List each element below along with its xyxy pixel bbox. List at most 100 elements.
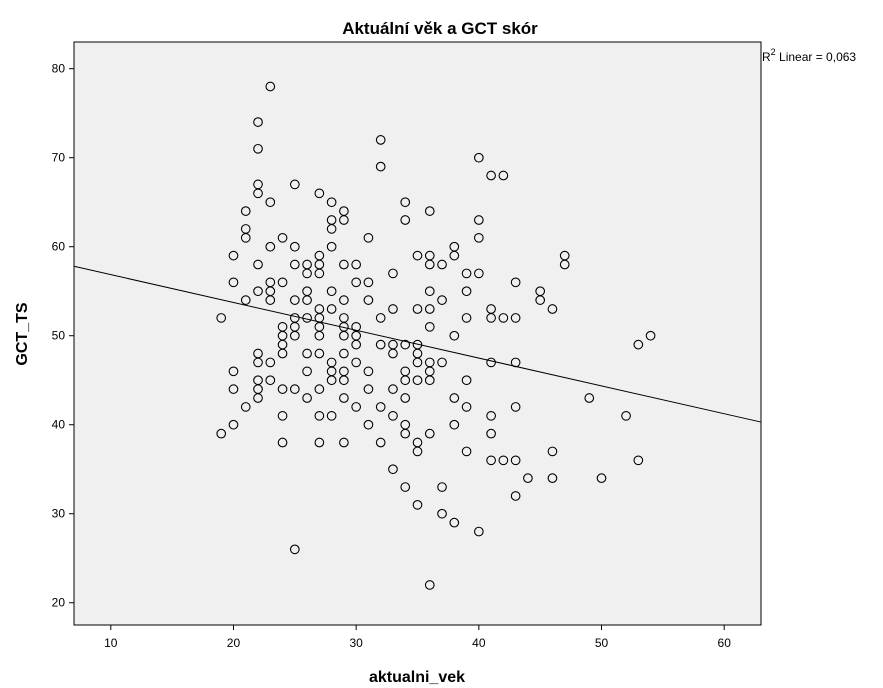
y-tick-label: 20 xyxy=(52,596,66,610)
data-point xyxy=(240,402,251,412)
data-point xyxy=(375,339,386,350)
data-point xyxy=(339,375,349,386)
data-point xyxy=(424,580,435,590)
data-point xyxy=(375,402,386,412)
data-point xyxy=(510,277,521,288)
data-point xyxy=(486,170,496,181)
y-axis: 20 30 40 50 60 70 80 xyxy=(52,62,74,610)
data-point xyxy=(314,348,325,359)
data-point xyxy=(228,384,239,394)
data-point xyxy=(339,295,349,305)
x-tick-label: 40 xyxy=(472,636,486,650)
data-point xyxy=(596,473,607,483)
data-point xyxy=(314,330,325,341)
data-point xyxy=(302,313,312,323)
data-point xyxy=(289,295,300,305)
data-point xyxy=(486,357,496,368)
x-tick-label: 20 xyxy=(227,636,241,650)
x-tick-label: 30 xyxy=(349,636,363,650)
data-point xyxy=(326,410,337,421)
points-layer xyxy=(216,81,656,590)
data-point xyxy=(633,339,644,350)
y-tick-label: 60 xyxy=(52,240,66,254)
data-point xyxy=(339,348,349,359)
y-tick-label: 30 xyxy=(52,507,66,521)
data-point xyxy=(510,402,521,412)
data-point xyxy=(400,482,411,492)
data-point xyxy=(351,402,362,412)
data-point xyxy=(351,339,362,350)
data-point xyxy=(510,455,521,466)
data-point xyxy=(314,410,325,421)
data-point xyxy=(351,259,362,270)
data-point xyxy=(240,206,251,216)
data-point xyxy=(400,375,411,386)
data-point xyxy=(424,375,435,386)
data-point xyxy=(339,259,349,270)
data-point xyxy=(314,437,325,448)
data-point xyxy=(326,241,337,252)
data-point xyxy=(253,393,263,403)
data-point xyxy=(326,286,337,297)
chart-title: Aktuální věk a GCT skór xyxy=(342,19,538,38)
data-point xyxy=(535,295,546,305)
data-point xyxy=(326,197,337,208)
data-point xyxy=(412,446,423,457)
data-point xyxy=(547,446,558,457)
data-point xyxy=(253,259,263,270)
data-point xyxy=(461,313,472,323)
data-point xyxy=(473,215,484,225)
data-point xyxy=(289,241,300,252)
data-point xyxy=(277,410,288,421)
x-tick-label: 50 xyxy=(595,636,609,650)
x-tick-label: 10 xyxy=(104,636,118,650)
data-point xyxy=(437,357,447,368)
data-point xyxy=(388,304,398,314)
data-point xyxy=(547,304,558,314)
data-point xyxy=(363,419,374,430)
data-point xyxy=(486,410,496,421)
data-point xyxy=(363,384,374,394)
y-axis-title: GCT_TS xyxy=(14,302,31,365)
data-point xyxy=(289,179,300,190)
data-point xyxy=(363,232,374,243)
data-point xyxy=(461,446,472,457)
data-point xyxy=(375,437,386,448)
data-point xyxy=(388,268,398,279)
data-point xyxy=(265,357,276,368)
fit-label-prefix: R xyxy=(762,50,771,64)
data-point xyxy=(277,232,288,243)
data-point xyxy=(449,250,460,261)
data-point xyxy=(302,348,312,359)
data-point xyxy=(240,232,251,243)
data-point xyxy=(339,437,349,448)
data-point xyxy=(363,277,374,288)
data-point xyxy=(228,277,239,288)
data-point xyxy=(216,313,227,323)
plot-area xyxy=(73,41,762,626)
data-point xyxy=(473,526,484,537)
data-point xyxy=(400,215,411,225)
data-point xyxy=(326,375,337,386)
data-point xyxy=(449,330,460,341)
fit-label-superscript: 2 xyxy=(771,47,776,57)
data-point xyxy=(400,339,411,350)
y-tick-label: 70 xyxy=(52,151,66,165)
y-tick-label: 50 xyxy=(52,329,66,343)
data-point xyxy=(375,135,386,145)
data-point xyxy=(302,366,312,377)
data-point xyxy=(400,428,411,439)
data-point xyxy=(253,188,263,199)
data-point xyxy=(277,348,288,359)
data-point xyxy=(228,419,239,430)
data-point xyxy=(498,170,509,181)
data-point xyxy=(412,250,423,261)
data-point xyxy=(473,268,484,279)
data-point xyxy=(424,321,435,332)
data-point xyxy=(253,286,263,297)
data-point xyxy=(449,419,460,430)
data-point xyxy=(388,348,398,359)
data-point xyxy=(265,81,276,92)
data-point xyxy=(412,357,423,368)
data-point xyxy=(375,161,386,172)
